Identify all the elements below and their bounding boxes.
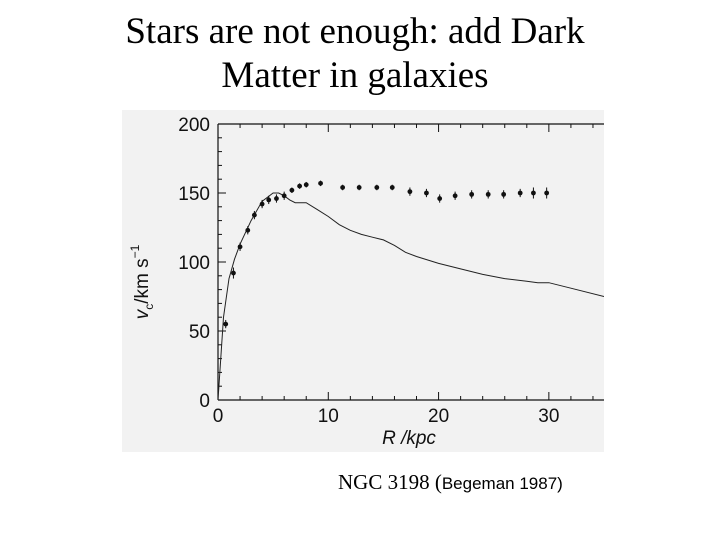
data-point xyxy=(266,197,272,203)
x-axis-label: R /kpc xyxy=(382,428,436,449)
data-point xyxy=(437,196,443,201)
y-tick-label: 200 xyxy=(178,115,210,136)
rotation-curve-chart: 0 10 20 30 0 50 100 150 200 R /kpc vc/km s−1 xyxy=(128,115,605,449)
chart-axes xyxy=(217,123,604,401)
disk-model-curve-layer xyxy=(217,192,605,401)
data-point xyxy=(223,321,229,327)
data-point xyxy=(469,191,475,197)
y-tick-label: 0 xyxy=(199,391,210,412)
tick-labels-layer: 0 10 20 30 0 50 100 150 200 xyxy=(178,115,559,427)
y-axis-label: vc/km s−1 xyxy=(128,244,156,319)
y-axis-label-symbol: v xyxy=(132,308,153,319)
data-point xyxy=(389,185,395,190)
data-point xyxy=(517,190,523,196)
caption-citation: Begeman 1987) xyxy=(441,474,563,493)
data-point xyxy=(281,193,287,199)
slide-title-line-1: Stars are not enough: add Dark xyxy=(125,11,585,52)
data-point xyxy=(245,227,251,233)
data-point xyxy=(544,190,550,196)
data-point xyxy=(259,201,265,207)
x-tick-label: 0 xyxy=(213,406,224,427)
data-point xyxy=(274,196,279,201)
x-tick-label: 10 xyxy=(318,406,339,427)
y-axis-label-subscript: c xyxy=(142,304,156,310)
x-tick-label: 30 xyxy=(538,406,559,427)
y-tick-label: 100 xyxy=(178,253,210,274)
data-point xyxy=(289,187,295,193)
observed-points-layer xyxy=(223,180,550,329)
data-point xyxy=(303,182,309,188)
slide-title: Stars are not enough: add Dark Matter in… xyxy=(0,10,710,98)
data-point xyxy=(501,191,507,197)
disk-model-curve xyxy=(217,192,605,401)
data-point xyxy=(407,189,413,195)
slide-title-line-2: Matter in galaxies xyxy=(221,55,489,96)
rotation-curve-figure: 0 10 20 30 0 50 100 150 200 R /kpc vc/km s−1 xyxy=(122,110,605,452)
y-tick-label: 150 xyxy=(178,184,210,205)
data-point xyxy=(452,193,458,199)
data-point xyxy=(356,185,362,190)
data-point xyxy=(297,183,303,189)
data-point xyxy=(424,190,429,196)
x-tick-label: 20 xyxy=(428,406,449,427)
data-point xyxy=(340,185,346,190)
data-point xyxy=(485,191,491,197)
figure-caption: NGC 3198 (Begeman 1987) xyxy=(338,470,563,495)
caption-object: NGC 3198 ( xyxy=(338,470,442,494)
data-point xyxy=(318,180,323,186)
data-point xyxy=(251,212,257,218)
data-point xyxy=(231,270,236,276)
y-axis-label-unit: /km s xyxy=(132,258,153,303)
data-point xyxy=(374,185,380,190)
y-axis-label-exponent: −1 xyxy=(128,244,142,258)
y-tick-label: 50 xyxy=(189,322,210,343)
data-point xyxy=(531,190,536,196)
data-point xyxy=(237,244,243,250)
